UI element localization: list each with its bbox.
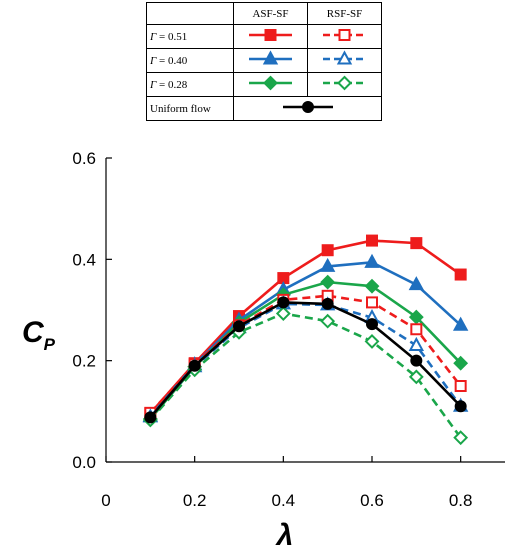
data-point — [188, 359, 201, 372]
series-line — [149, 239, 462, 415]
data-point — [364, 278, 380, 294]
x-tick-label: 0.6 — [360, 491, 384, 510]
series-1 — [142, 253, 469, 422]
data-point — [454, 400, 467, 413]
y-tick-label: 0.6 — [72, 149, 96, 168]
data-point — [319, 257, 336, 272]
data-point — [321, 297, 334, 310]
data-point — [408, 369, 424, 385]
series-line — [149, 301, 462, 419]
legend-marker — [301, 101, 314, 113]
legend-label-gamma-040: Γ = 0.40 — [146, 48, 234, 73]
data-point — [364, 333, 380, 349]
data-point — [408, 276, 425, 291]
series-3 — [144, 289, 467, 419]
axis-labels: CP λ — [22, 316, 293, 550]
legend-row-uniform: Uniform flow — [146, 96, 382, 121]
x-axis-label: λ — [275, 519, 294, 550]
data-point — [233, 320, 245, 333]
legend-table: ASF-SF RSF-SF Γ = 0.51 Γ = 0.40 Γ = 0.28… — [146, 2, 382, 121]
data-point — [410, 354, 423, 367]
data-point — [408, 309, 424, 325]
series-line — [149, 294, 462, 414]
legend-swatch-asf-051 — [233, 24, 308, 49]
data-point — [366, 318, 378, 331]
data-point — [408, 336, 425, 351]
data-point — [364, 253, 380, 268]
data-point — [366, 296, 378, 309]
legend-row-gamma-040: Γ = 0.40 — [146, 48, 382, 73]
x-tick-label: 0.2 — [183, 491, 207, 510]
series-line — [149, 312, 462, 439]
legend-label-gamma-051: Γ = 0.51 — [146, 24, 234, 49]
x-tick-label: 0.8 — [449, 491, 473, 510]
data-point — [320, 274, 336, 290]
x-tick-label: 0.4 — [272, 491, 296, 510]
legend-marker — [337, 75, 352, 91]
legend-row-gamma-028: Γ = 0.28 — [146, 72, 382, 97]
y-tick-label: 0.2 — [72, 352, 96, 371]
legend-marker — [338, 29, 351, 41]
legend-marker — [264, 29, 277, 41]
data-point — [275, 306, 291, 321]
y-tick-label: 0.0 — [72, 453, 96, 472]
legend-swatch-uniform — [233, 96, 382, 121]
legend-label-gamma-028: Γ = 0.28 — [146, 72, 234, 97]
legend-marker — [262, 50, 279, 65]
y-axis-label: CP — [22, 316, 56, 354]
data-point — [277, 296, 290, 309]
data-point — [454, 268, 467, 281]
x-tick-label: 0 — [101, 491, 110, 510]
legend-marker — [336, 50, 353, 65]
data-point — [453, 355, 469, 371]
series-line — [149, 261, 462, 418]
legend-row-gamma-051: Γ = 0.51 — [146, 24, 382, 49]
data-point — [453, 430, 469, 446]
series-6 — [144, 296, 467, 424]
legend-swatch-rsf-028 — [307, 72, 382, 97]
axes: 0.0 0.2 0.4 0.6 0 0.2 0.4 0.6 0.8 — [72, 149, 505, 510]
data-point — [321, 244, 334, 257]
data-point — [410, 323, 423, 336]
data-point — [410, 237, 423, 250]
data-point — [452, 316, 469, 331]
data-point — [366, 234, 378, 247]
data-point — [144, 411, 157, 424]
legend-swatch-rsf-040 — [307, 48, 382, 73]
legend-header-row: ASF-SF RSF-SF — [146, 2, 382, 25]
series-layer — [142, 234, 469, 446]
data-point — [320, 313, 336, 329]
legend-marker — [263, 75, 278, 91]
y-tick-label: 0.4 — [72, 250, 96, 269]
data-point — [454, 380, 467, 392]
